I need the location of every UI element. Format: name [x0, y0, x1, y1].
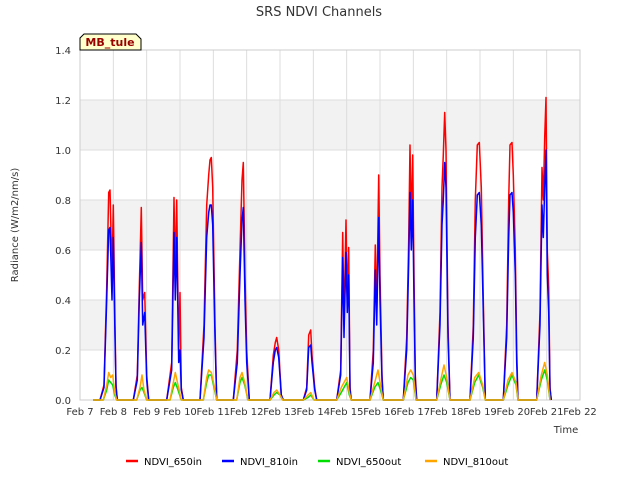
x-tick-label: Feb 11 — [197, 407, 231, 418]
y-tick-label: 0.8 — [55, 196, 71, 207]
site-badge-label: MB_tule — [85, 36, 134, 49]
x-tick-label: Feb 16 — [363, 407, 397, 418]
legend-label: NDVI_650in — [144, 457, 202, 468]
legend-label: NDVI_810in — [240, 457, 298, 468]
x-tick-label: Feb 8 — [100, 407, 127, 418]
site-badge: MB_tule — [79, 33, 142, 51]
x-tick-label: Feb 9 — [133, 407, 160, 418]
chart-title: SRS NDVI Channels — [256, 5, 382, 20]
x-tick-label: Feb 7 — [66, 407, 93, 418]
x-axis-ticks: Feb 7 Feb 8 Feb 9 Feb 10 Feb 11 Feb 12 Feb 13 F… — [66, 407, 596, 418]
x-tick-label: Feb 21 — [530, 407, 564, 418]
y-tick-label: 0.4 — [55, 296, 71, 307]
legend-item-ndvi_650out: NDVI_650out — [318, 457, 401, 468]
background-band — [80, 300, 580, 350]
y-tick-label: 1.2 — [55, 96, 71, 107]
series-line-ndvi_810in — [93, 149, 553, 401]
x-tick-label: Feb 15 — [330, 407, 364, 418]
background-band — [80, 100, 580, 150]
x-tick-label: Feb 10 — [163, 407, 197, 418]
x-tick-label: Feb 12 — [230, 407, 264, 418]
legend-label: NDVI_650out — [336, 457, 401, 468]
legend-item-ndvi_810out: NDVI_810out — [425, 457, 508, 468]
legend-item-ndvi_650in: NDVI_650in — [126, 457, 202, 468]
x-tick-label: Feb 20 — [497, 407, 531, 418]
y-axis-label: Radiance (W/m2/nm/s) — [10, 168, 21, 283]
y-axis-ticks: 0.0 0.2 0.4 0.6 0.8 1.0 1.2 1.4 — [55, 46, 71, 407]
y-tick-label: 0.2 — [55, 346, 71, 357]
x-axis-label: Time — [553, 425, 578, 436]
y-tick-label: 0.6 — [55, 246, 71, 257]
x-tick-label: Feb 13 — [263, 407, 297, 418]
y-tick-label: 0.0 — [55, 396, 71, 407]
series-line-ndvi_810out — [93, 361, 551, 401]
y-tick-label: 1.4 — [55, 46, 71, 57]
plot-background-bands — [80, 100, 580, 350]
background-band — [80, 200, 580, 250]
x-tick-label: Feb 18 — [430, 407, 464, 418]
legend: NDVI_650in NDVI_810in NDVI_650out NDVI_810o… — [126, 457, 508, 468]
y-tick-label: 1.0 — [55, 146, 71, 157]
x-tick-label: Feb 17 — [397, 407, 431, 418]
series-lines — [93, 96, 553, 401]
legend-item-ndvi_810in: NDVI_810in — [222, 457, 298, 468]
series-line-ndvi_650out — [93, 369, 551, 401]
x-tick-label: Feb 22 — [563, 407, 597, 418]
x-tick-label: Feb 19 — [463, 407, 497, 418]
legend-label: NDVI_810out — [443, 457, 508, 468]
x-tick-label: Feb 14 — [297, 407, 331, 418]
